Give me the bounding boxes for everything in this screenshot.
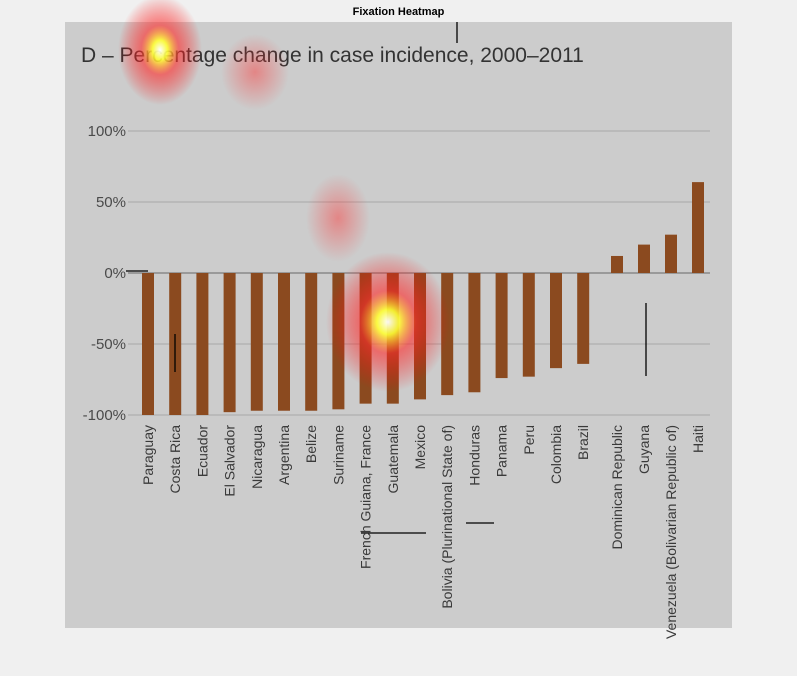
y-tick-label: 50% <box>96 194 126 211</box>
x-tick-label: Guatemala <box>385 425 401 494</box>
chart-title: D – Percentage change in case incidence,… <box>81 44 584 67</box>
x-tick-label: Haiti <box>690 425 706 453</box>
bar <box>611 255 623 273</box>
bar <box>196 273 209 415</box>
gaze-marks <box>126 22 647 534</box>
y-tick-label: -50% <box>91 336 126 353</box>
heat-blob <box>326 252 450 392</box>
x-tick-label: French Guiana, France <box>358 425 374 569</box>
x-tick-label: Dominican Republic <box>609 425 625 550</box>
x-tick-label: Brazil <box>575 425 591 460</box>
bar <box>665 234 677 273</box>
x-tick-label: Peru <box>521 425 537 455</box>
bar <box>305 273 318 411</box>
bar <box>250 273 263 411</box>
bar <box>495 273 508 379</box>
x-tick-label: Mexico <box>412 425 428 470</box>
heat-blob <box>221 34 289 110</box>
heat-blob <box>118 0 202 105</box>
bar <box>223 273 236 413</box>
y-tick-label: -100% <box>83 407 126 424</box>
y-tick-label: 100% <box>88 123 126 140</box>
bar <box>692 182 704 273</box>
x-tick-label: Panama <box>494 425 510 477</box>
bar <box>142 273 154 415</box>
x-tick-label: Guyana <box>636 425 652 474</box>
x-tick-label: Ecuador <box>194 425 210 477</box>
x-tick-label: Honduras <box>466 425 482 486</box>
x-tick-label: Venezuela (Bolivarian Republic of) <box>663 425 679 639</box>
figure-title: Fixation Heatmap <box>352 6 445 18</box>
y-axis-ticks: 100% 50% 0% -50% -100% <box>83 123 126 424</box>
x-tick-label: Belize <box>303 425 319 463</box>
x-tick-label: Nicaragua <box>249 425 265 489</box>
x-tick-label: Paraguay <box>140 425 156 485</box>
x-tick-label: Colombia <box>548 425 564 484</box>
bar <box>550 273 562 369</box>
bar <box>522 273 535 377</box>
bar <box>638 244 650 273</box>
x-tick-label: Bolivia (Plurinational State of) <box>439 425 455 609</box>
heat-blob <box>306 174 370 262</box>
bar <box>577 273 590 364</box>
heatmap-overlay <box>118 0 450 392</box>
bar <box>468 273 481 393</box>
x-tick-label: El Salvador <box>222 425 238 497</box>
y-tick-label: 0% <box>104 265 126 282</box>
x-tick-label: Suriname <box>330 425 346 485</box>
bar <box>278 273 290 411</box>
x-tick-label: Costa Rica <box>167 425 183 494</box>
x-tick-label: Argentina <box>276 425 292 485</box>
